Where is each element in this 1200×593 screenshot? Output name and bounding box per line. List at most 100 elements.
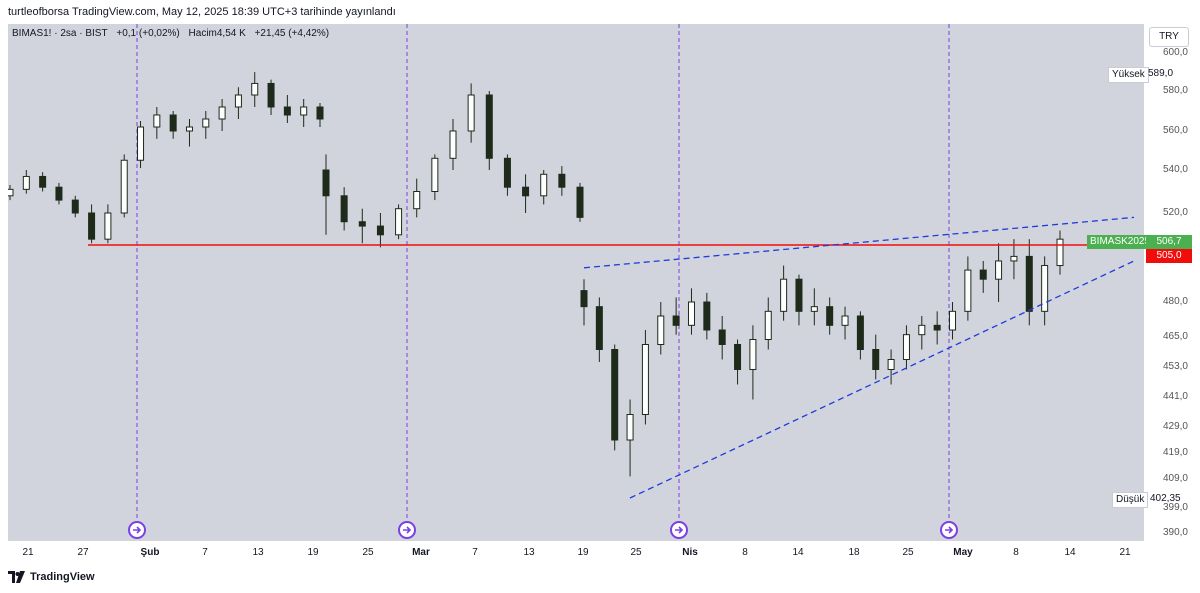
candle-body [251, 82, 259, 96]
price-tick: 520,0 [1162, 207, 1188, 218]
price-tick: 465,0 [1162, 331, 1188, 342]
time-tick: 8 [1013, 547, 1019, 558]
candle-body [1041, 265, 1049, 312]
price-axis[interactable]: 600,0 580,0 560,0 540,0 520,0 480,0 465,0 453,0… [1144, 24, 1192, 541]
candle-body [1010, 255, 1018, 262]
candle-body [467, 94, 475, 132]
time-tick: 21 [22, 547, 34, 558]
time-tick: 25 [902, 547, 914, 558]
time-tick: 14 [792, 547, 804, 558]
candle-body [283, 106, 291, 116]
candle-body [503, 157, 511, 188]
candle-body [376, 225, 384, 236]
candle-body [485, 94, 493, 159]
candle-body [1056, 238, 1064, 267]
volume-label: Hacim [188, 28, 217, 39]
candle-body [810, 306, 818, 312]
candle-body [234, 94, 242, 108]
candle-body [856, 315, 864, 350]
candle-body [826, 306, 834, 326]
price-tick: 409,0 [1162, 473, 1188, 484]
time-tick: 21 [1119, 547, 1131, 558]
candle-body [979, 269, 987, 280]
brand-name: TradingView [30, 571, 95, 583]
time-tick: 27 [77, 547, 89, 558]
candle-body [71, 199, 79, 214]
candle-body [137, 126, 145, 161]
candle-body [933, 324, 941, 331]
price-tick: 399,0 [1162, 502, 1188, 513]
candle-body [558, 173, 566, 188]
tradingview-logo[interactable]: TradingView [8, 571, 95, 583]
candle-body [322, 169, 330, 197]
candle-body [580, 290, 588, 308]
time-tick: Mar [412, 547, 430, 558]
price-tick: 441,0 [1162, 391, 1188, 402]
candle-body [153, 114, 161, 128]
time-tick: Şub [140, 547, 160, 558]
candle-body [995, 260, 1003, 280]
price-tick: 480,0 [1162, 296, 1188, 307]
time-tick: 7 [472, 547, 478, 558]
time-tick: Nis [682, 547, 698, 558]
time-tick: 18 [848, 547, 860, 558]
candle-body [55, 186, 63, 201]
candle-body [449, 130, 457, 159]
candle-body [431, 157, 439, 193]
candle-body [626, 414, 634, 441]
time-tick: 19 [307, 547, 319, 558]
chart-pane[interactable]: BIMAS1! · 2sa · BIST +0,1 (+0,02%) Hacim… [8, 24, 1144, 541]
time-tick: 7 [202, 547, 208, 558]
candle-body [88, 212, 96, 240]
price-tick: 429,0 [1162, 421, 1188, 432]
low-value: 402,35 [1150, 493, 1181, 504]
candle-body [641, 344, 649, 415]
session-break-icon [940, 521, 958, 539]
candle-body [902, 334, 910, 360]
candle-body [8, 188, 14, 197]
time-axis[interactable]: 21 27 Şub 7 13 19 25 Mar 7 13 19 25 Nis 8 14 18 25 May 8 14… [8, 541, 1192, 565]
candle-body [395, 208, 403, 236]
time-tick: 25 [362, 547, 374, 558]
publish-info: TradingView.com, May 12, 2025 18:39 UTC+… [72, 6, 396, 18]
time-tick: 8 [742, 547, 748, 558]
chart-legend: BIMAS1! · 2sa · BIST +0,1 (+0,02%) Hacim… [12, 28, 335, 39]
candle-body [185, 126, 193, 132]
price-tick: 600,0 [1162, 47, 1188, 58]
currency-button[interactable]: TRY [1149, 27, 1189, 47]
lower-trendline [629, 260, 1135, 499]
last-price-tag: 506,7 [1146, 235, 1192, 249]
candle-body [703, 301, 711, 331]
time-tick: May [953, 547, 973, 558]
candle-body [413, 191, 421, 210]
time-tick: 25 [630, 547, 642, 558]
candle-body [964, 269, 972, 312]
price-tick: 453,0 [1162, 361, 1188, 372]
author-name[interactable]: turtleofborsa [8, 6, 70, 18]
time-tick: 19 [577, 547, 589, 558]
price-chart[interactable] [8, 24, 1144, 541]
candle-body [202, 118, 210, 128]
low-label: Düşük [1112, 492, 1149, 508]
candle-body [104, 212, 112, 240]
candle-body [718, 329, 726, 345]
candle-body [267, 82, 275, 108]
candle-body [687, 301, 695, 326]
price-tick: 540,0 [1162, 164, 1188, 175]
candle-body [522, 186, 530, 197]
candle-body [611, 349, 619, 441]
candle-body [595, 306, 603, 350]
candle-body [169, 114, 177, 132]
publish-bar: turtleofborsa TradingView.com, May 12, 2… [0, 0, 1200, 24]
symbol-info[interactable]: BIMAS1! · 2sa · BIST [12, 28, 108, 39]
line-price-tag: 505,0 [1146, 249, 1192, 263]
candle-body [300, 106, 308, 116]
footer: TradingView [0, 565, 1200, 593]
candle-body [316, 106, 324, 120]
time-tick: 14 [1064, 547, 1076, 558]
candle-body [749, 339, 757, 370]
session-break-icon [670, 521, 688, 539]
candle-body [949, 310, 957, 331]
volume-value: 4,54 K [216, 28, 246, 39]
